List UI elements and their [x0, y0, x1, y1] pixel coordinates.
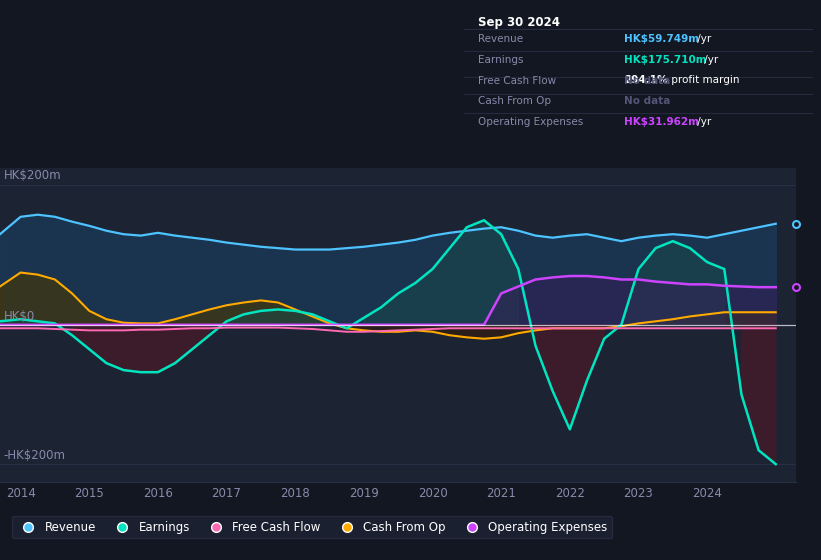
Legend: Revenue, Earnings, Free Cash Flow, Cash From Op, Operating Expenses: Revenue, Earnings, Free Cash Flow, Cash … — [11, 516, 612, 539]
Text: Free Cash Flow: Free Cash Flow — [478, 77, 556, 86]
Text: profit margin: profit margin — [667, 75, 739, 85]
Text: HK$200m: HK$200m — [3, 169, 61, 182]
Text: Cash From Op: Cash From Op — [478, 96, 551, 106]
Text: Operating Expenses: Operating Expenses — [478, 117, 583, 127]
Text: No data: No data — [624, 96, 671, 106]
Text: Sep 30 2024: Sep 30 2024 — [478, 16, 560, 29]
Text: HK$175.710m: HK$175.710m — [624, 55, 707, 66]
Text: /yr: /yr — [701, 55, 718, 66]
Text: HK$31.962m: HK$31.962m — [624, 117, 699, 127]
Text: -HK$200m: -HK$200m — [3, 449, 66, 462]
Text: HK$59.749m: HK$59.749m — [624, 34, 699, 44]
Text: Revenue: Revenue — [478, 34, 523, 44]
Text: /yr: /yr — [695, 117, 712, 127]
Text: Earnings: Earnings — [478, 55, 523, 66]
Text: 294.1%: 294.1% — [624, 75, 667, 85]
Text: No data: No data — [624, 77, 671, 86]
Text: /yr: /yr — [695, 34, 712, 44]
Text: HK$0: HK$0 — [3, 310, 34, 323]
